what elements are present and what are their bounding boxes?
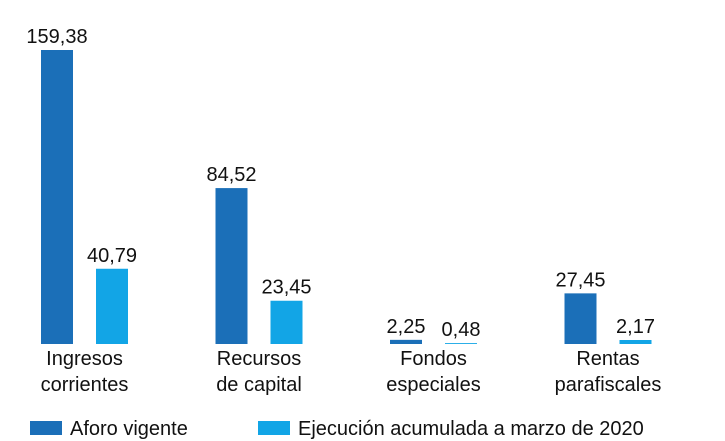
x-tick-label: parafiscales <box>555 374 662 396</box>
legend-label: Aforo vigente <box>70 418 188 440</box>
x-tick-label: Fondos <box>400 348 467 370</box>
bar <box>564 293 597 344</box>
value-label: 0,48 <box>442 319 481 341</box>
value-label: 23,45 <box>261 277 311 299</box>
value-label: 84,52 <box>206 164 256 186</box>
legend-swatch <box>258 421 290 435</box>
bar <box>619 339 652 344</box>
bar <box>270 300 303 344</box>
x-tick-label: Ingresos <box>46 348 123 370</box>
value-label: 27,45 <box>555 269 605 291</box>
bar <box>390 339 422 344</box>
x-tick-label: de capital <box>216 374 302 396</box>
bar <box>215 188 248 344</box>
legend-swatch <box>30 421 62 435</box>
value-label: 40,79 <box>87 245 137 267</box>
x-tick-label: especiales <box>386 374 481 396</box>
value-label: 2,17 <box>616 316 655 338</box>
x-tick-label: Recursos <box>217 348 301 370</box>
bar <box>445 343 477 344</box>
x-tick-label: corrientes <box>41 374 129 396</box>
x-tick-label: Rentas <box>576 348 639 370</box>
value-label: 159,38 <box>26 26 87 48</box>
value-label: 2,25 <box>387 316 426 338</box>
bar <box>96 268 128 344</box>
legend-label: Ejecución acumulada a marzo de 2020 <box>298 418 644 440</box>
bar <box>41 50 73 344</box>
